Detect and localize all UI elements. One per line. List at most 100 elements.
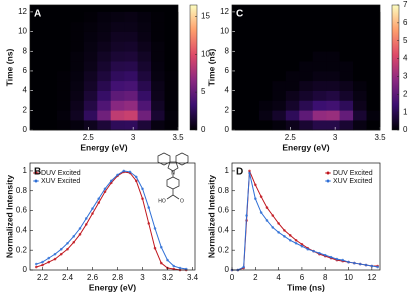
heat-cell (299, 70, 314, 82)
heat-cell (258, 90, 273, 101)
data-point (153, 246, 157, 250)
heat-cell (272, 11, 287, 23)
series-line (232, 170, 378, 271)
data-point (159, 261, 163, 265)
x-tick-label: 2.4 (62, 273, 74, 282)
y-tick-label: 1 (225, 166, 230, 175)
data-point (335, 257, 339, 261)
colorbar (189, 4, 198, 131)
heat-cell (299, 11, 314, 23)
heat-cell (83, 51, 98, 62)
heat-cell (137, 31, 152, 42)
y-tick-label: 0 (23, 125, 28, 134)
data-point (116, 173, 119, 177)
heat-cell (124, 120, 138, 131)
data-point (294, 238, 298, 242)
heat-cell (272, 90, 287, 101)
data-point (72, 240, 76, 244)
heat-cell (285, 61, 300, 72)
heat-cell (124, 31, 138, 42)
heat-cell (366, 70, 381, 82)
data-point (312, 249, 315, 253)
heat-cell (124, 11, 138, 23)
data-point (300, 242, 304, 246)
heat-cell (258, 11, 273, 23)
heat-cell (83, 41, 98, 52)
data-point (91, 212, 94, 215)
heat-cell (43, 41, 58, 52)
heat-cell (30, 61, 44, 72)
heat-cell (83, 80, 98, 91)
heat-cell (56, 41, 71, 52)
y-tick-label: 0 (225, 125, 230, 134)
heat-cell (30, 110, 44, 121)
heat-cell (285, 51, 300, 62)
data-point (128, 170, 132, 174)
y-tick-label: 10 (18, 27, 27, 36)
plot-frame (231, 4, 381, 131)
data-point (41, 263, 44, 267)
heat-cell (56, 80, 71, 91)
heat-cell (366, 31, 381, 42)
data-point (288, 234, 292, 237)
data-point (329, 255, 333, 259)
data-point (122, 169, 126, 173)
heat-cell (299, 100, 314, 111)
heat-cell (326, 21, 340, 32)
colorbar-tick-label: 15 (201, 11, 210, 20)
heat-cell (137, 41, 152, 52)
heat-cell (30, 80, 44, 91)
heat-cell (70, 11, 85, 23)
heat-cell (164, 21, 179, 32)
heat-cell (83, 11, 98, 23)
heat-cell (70, 90, 85, 101)
heat-cell (124, 61, 138, 72)
heat-cell (83, 100, 98, 111)
heat-cell (137, 21, 152, 32)
heat-cell (366, 51, 381, 62)
data-point (47, 260, 51, 264)
data-point (91, 207, 94, 210)
heat-cell (56, 70, 71, 82)
heat-cell (164, 31, 179, 42)
heat-cell (312, 41, 327, 52)
y-tick-label: 0.2 (218, 245, 230, 254)
heat-cell (245, 100, 260, 111)
data-point (318, 251, 321, 255)
legend-label: DUV Excited (41, 170, 81, 177)
heat-cell (97, 120, 112, 131)
heat-cell (151, 41, 165, 52)
y-tick-label: 1 (23, 166, 28, 175)
heat-cell (124, 100, 138, 111)
heat-cell (312, 61, 327, 72)
atom-label: O (180, 198, 184, 204)
data-point (147, 222, 151, 225)
y-tick-label: 8 (225, 46, 230, 55)
heat-cell (97, 80, 112, 91)
heat-cell (326, 80, 340, 91)
heat-cell (110, 31, 125, 42)
y-axis-label: Normalized Intensity (4, 175, 14, 258)
heat-cell (164, 110, 179, 121)
x-tick-label: 3 (140, 273, 145, 282)
heat-cell (232, 110, 246, 121)
heat-cell (272, 110, 287, 121)
heat-cell (124, 41, 138, 52)
data-point (347, 260, 350, 264)
series-line (232, 172, 378, 271)
heat-cell (70, 110, 85, 121)
x-tick-label: 2.5 (285, 133, 297, 142)
colorbar-tick-label: 7 (403, 0, 408, 9)
heat-cell (258, 41, 273, 52)
heat-cell (312, 120, 327, 131)
heat-cell (151, 21, 165, 32)
heat-cell (232, 80, 246, 91)
legend-label: XUV Excited (333, 178, 372, 185)
molecule-inset (157, 152, 189, 200)
heat-cell (245, 70, 260, 82)
data-point (370, 264, 374, 268)
x-tick-label: 3.2 (162, 273, 174, 282)
series-line (36, 171, 187, 271)
heat-cell (232, 11, 246, 23)
heat-cell (366, 41, 381, 52)
